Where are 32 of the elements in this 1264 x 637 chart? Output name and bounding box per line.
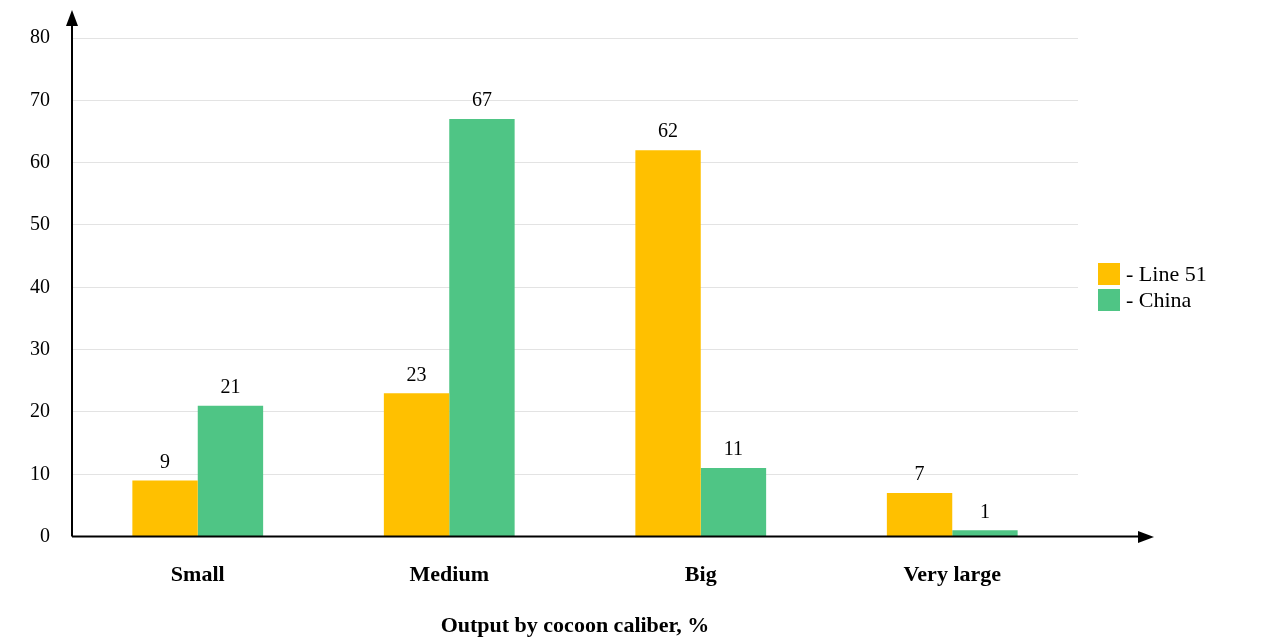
x-axis-title: Output by cocoon caliber, %	[440, 611, 710, 637]
data-label: 11	[723, 437, 744, 460]
y-tick-label: 60	[30, 149, 50, 172]
data-label: 9	[160, 449, 171, 472]
x-tick-label: Very large	[903, 561, 1002, 587]
data-label: 62	[658, 119, 679, 142]
bar	[383, 393, 450, 537]
bar	[449, 119, 515, 537]
bar	[635, 150, 701, 537]
legend-label: - Line 51	[1126, 261, 1207, 288]
bar	[132, 480, 198, 537]
data-label: 21	[220, 374, 241, 397]
y-tick-label: 80	[30, 25, 50, 48]
y-tick-label: 50	[30, 212, 50, 235]
bar	[700, 468, 767, 537]
x-tick-label: Small	[170, 561, 225, 587]
bar	[886, 492, 953, 537]
data-label: 67	[471, 88, 492, 111]
x-tick-label: Big	[684, 561, 717, 587]
y-tick-label: 20	[30, 399, 50, 422]
y-tick-label: 30	[30, 336, 50, 359]
legend-label: - China	[1126, 287, 1192, 314]
y-tick-label: 10	[30, 461, 50, 484]
data-label: 23	[406, 362, 427, 385]
bar	[197, 405, 264, 537]
y-tick-label: 40	[30, 274, 50, 297]
y-tick-label: 70	[30, 87, 50, 110]
data-label: 7	[914, 462, 925, 485]
y-tick-label: 0	[40, 523, 50, 546]
data-label: 1	[979, 499, 990, 522]
x-tick-label: Medium	[409, 561, 489, 587]
bar	[952, 530, 1018, 537]
